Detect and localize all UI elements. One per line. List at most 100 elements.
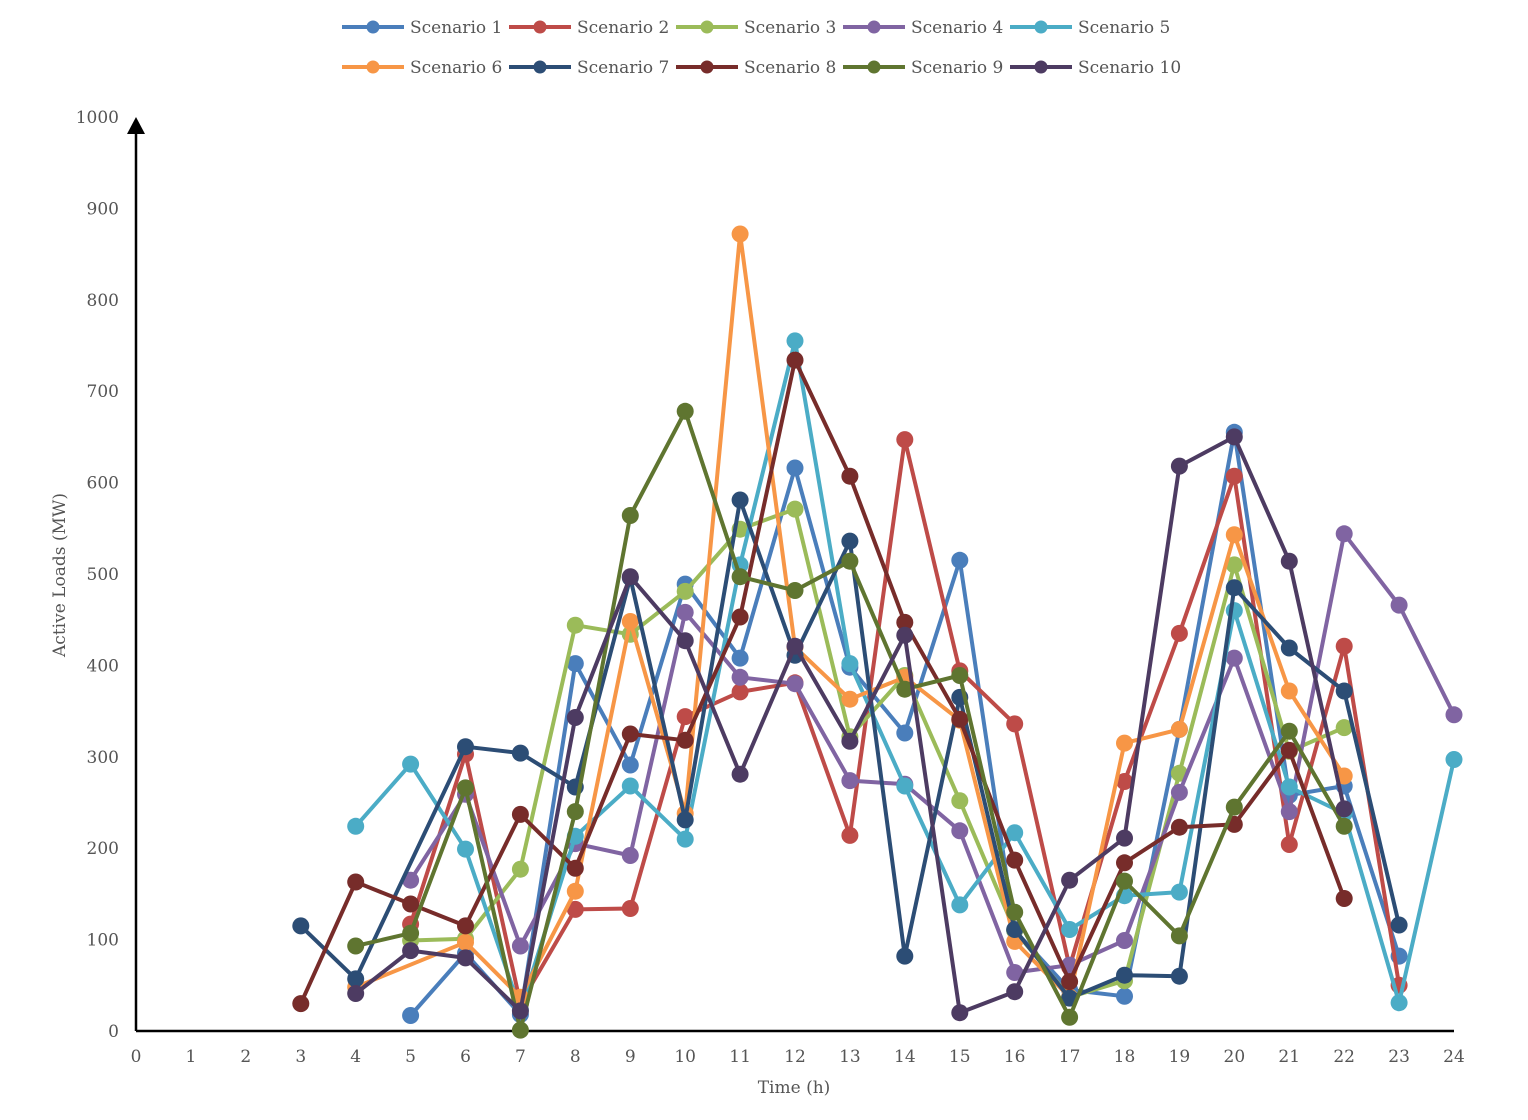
y-tick-label: 0 [108, 1022, 119, 1042]
data-point [896, 947, 914, 965]
data-point [621, 847, 639, 864]
data-point [1061, 921, 1079, 938]
data-point [511, 1002, 529, 1020]
data-point [786, 332, 804, 350]
data-point [1390, 916, 1408, 934]
data-point [1445, 706, 1463, 724]
legend-marker-icon [533, 20, 547, 34]
data-point [1280, 682, 1298, 700]
data-point [566, 859, 584, 877]
data-point [292, 917, 310, 935]
data-point [951, 792, 969, 810]
legend-label: Scenario 5 [1078, 18, 1170, 38]
data-point [566, 709, 584, 726]
data-point [1170, 457, 1188, 475]
data-point [457, 840, 474, 858]
data-point [1445, 751, 1463, 768]
data-point [1335, 637, 1353, 655]
legend-label: Scenario 3 [744, 18, 836, 38]
data-point [1006, 824, 1024, 842]
data-point [896, 431, 914, 449]
data-point [676, 830, 694, 848]
legend-label: Scenario 10 [1078, 58, 1181, 78]
data-point [1006, 851, 1024, 869]
data-point [457, 917, 474, 935]
x-tick-label: 13 [839, 1047, 861, 1067]
x-axis-label: Time (h) [758, 1078, 831, 1098]
legend-item: Scenario 5 [1010, 18, 1170, 38]
legend-label: Scenario 9 [911, 58, 1003, 78]
data-point [402, 942, 420, 960]
series-8 [292, 351, 1353, 1013]
data-point [1280, 722, 1298, 740]
data-point [457, 779, 474, 797]
data-point [511, 805, 529, 823]
data-point [841, 467, 859, 485]
data-point [731, 668, 749, 686]
data-point [841, 655, 859, 673]
data-point [896, 680, 914, 698]
data-point [896, 777, 914, 795]
legend-item: Scenario 6 [342, 58, 502, 78]
data-point [786, 351, 804, 369]
data-point [402, 1007, 420, 1024]
x-tick-label: 21 [1278, 1047, 1300, 1067]
data-point [621, 900, 639, 917]
data-point [1006, 921, 1024, 938]
data-point [292, 995, 310, 1013]
x-tick-label: 8 [570, 1047, 581, 1067]
data-point [1170, 783, 1188, 801]
legend-marker-icon [533, 60, 547, 74]
data-point [731, 568, 749, 586]
x-tick-label: 14 [894, 1047, 916, 1067]
x-tick-label: 19 [1169, 1047, 1191, 1067]
data-point [1006, 983, 1024, 1001]
series-line [410, 507, 1345, 1000]
data-point [786, 459, 804, 477]
series-9 [347, 402, 1353, 1039]
data-point [566, 900, 584, 918]
x-tick-label: 5 [405, 1047, 416, 1067]
plot-area [292, 225, 1463, 1039]
legend-label: Scenario 1 [410, 18, 502, 38]
data-point [841, 532, 859, 550]
data-point [347, 985, 365, 1002]
data-point [731, 649, 749, 667]
data-point [676, 402, 694, 420]
data-point [676, 632, 694, 650]
data-point [676, 731, 694, 749]
data-point [951, 822, 969, 840]
data-point [841, 772, 859, 790]
y-tick-label: 800 [87, 291, 119, 311]
data-point [621, 777, 639, 795]
data-point [731, 608, 749, 626]
data-point [731, 765, 749, 783]
x-tick-label: 17 [1059, 1047, 1081, 1067]
x-tick-label: 10 [674, 1047, 696, 1067]
data-point [511, 744, 529, 762]
x-tick-label: 12 [784, 1047, 806, 1067]
data-point [402, 755, 420, 773]
data-point [566, 616, 584, 634]
x-tick-label: 7 [515, 1047, 526, 1067]
legend-item: Scenario 9 [843, 58, 1003, 78]
data-point [1225, 798, 1243, 816]
legend-item: Scenario 10 [1010, 58, 1181, 78]
data-point [1116, 932, 1133, 949]
x-tick-label: 3 [295, 1047, 306, 1067]
legend-item: Scenario 2 [509, 18, 669, 38]
data-point [1116, 854, 1133, 872]
legend-marker-icon [1034, 20, 1048, 34]
data-point [1335, 719, 1353, 737]
data-point [1116, 829, 1133, 847]
data-point [1225, 649, 1243, 667]
data-point [1061, 973, 1079, 991]
data-point [347, 937, 365, 955]
legend-marker-icon [1034, 60, 1048, 74]
data-point [841, 732, 859, 750]
y-tick-label: 400 [87, 656, 119, 676]
data-point [1061, 1008, 1079, 1026]
data-point [1335, 767, 1353, 785]
